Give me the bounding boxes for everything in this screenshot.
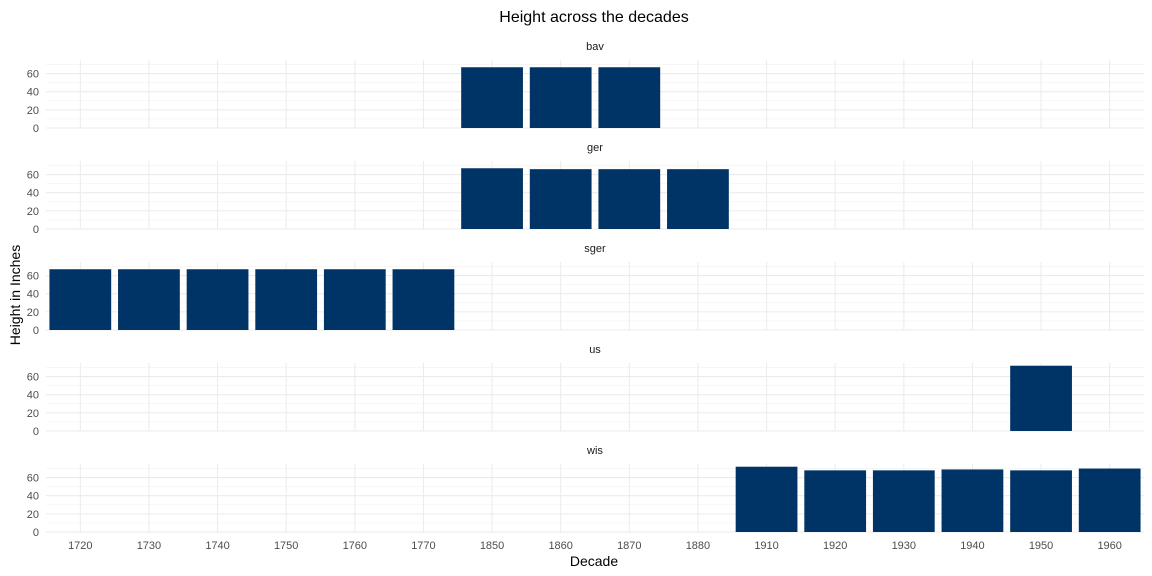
y-tick-label: 20 [27, 408, 39, 420]
x-tick-label: 1850 [480, 540, 504, 552]
facet-panel-us: 0 20 40 60 us [27, 344, 1144, 438]
y-tick-label: 40 [27, 188, 39, 200]
bar-wis-1910 [735, 466, 798, 532]
bar-wis-1950 [1010, 470, 1072, 532]
x-tick-label: 1870 [617, 540, 641, 552]
y-tick-label: 40 [27, 491, 39, 503]
y-tick-label: 20 [27, 105, 39, 117]
facet-panel-wis: 0 20 40 60 wis [27, 445, 1144, 539]
x-tick-label: 1720 [68, 540, 92, 552]
bar-wis-1940 [941, 469, 1004, 532]
bar-sger-1770 [392, 269, 455, 330]
x-tick-label: 1760 [343, 540, 367, 552]
y-tick-label: 60 [27, 372, 39, 384]
facet-panel-sger: 0 20 40 60 sger [27, 243, 1144, 337]
facet-label: ger [587, 142, 603, 154]
bar-ger-1850 [461, 168, 523, 229]
facet-label: sger [584, 243, 606, 255]
bar-sger-1750 [255, 269, 318, 330]
x-tick-label: 1750 [274, 540, 298, 552]
x-tick-label: 1730 [137, 540, 161, 552]
y-tick-label: 0 [33, 224, 39, 236]
y-tick-label: 60 [27, 473, 39, 485]
x-tick-label: 1880 [686, 540, 710, 552]
facet-panel-bav: 0 20 40 60 bav [27, 41, 1144, 135]
facet-label: wis [586, 445, 603, 457]
x-axis: 1720 1730 1740 1750 1760 1770 1850 1860 1870 1880… [68, 540, 1122, 552]
x-tick-label: 1940 [960, 540, 984, 552]
bar-sger-1730 [118, 269, 180, 330]
bar-wis-1930 [872, 470, 935, 532]
bar-bav-1860 [529, 67, 592, 128]
bar-bav-1870 [598, 67, 661, 128]
facet-panel-ger: 0 20 40 60 ger [27, 142, 1144, 236]
y-tick-label: 40 [27, 289, 39, 301]
x-tick-label: 1770 [411, 540, 435, 552]
x-tick-label: 1950 [1029, 540, 1053, 552]
y-axis-title: Height in Inches [7, 245, 23, 345]
bar-bav-1850 [461, 67, 523, 128]
y-tick-label: 20 [27, 307, 39, 319]
bar-ger-1860 [529, 169, 592, 229]
y-tick-label: 0 [33, 325, 39, 337]
y-tick-label: 40 [27, 390, 39, 402]
x-tick-label: 1920 [823, 540, 847, 552]
bar-sger-1720 [49, 269, 112, 330]
x-tick-label: 1960 [1097, 540, 1121, 552]
bar-ger-1880 [667, 169, 729, 229]
y-tick-label: 0 [33, 426, 39, 438]
bar-wis-1920 [804, 470, 867, 532]
y-tick-label: 20 [27, 509, 39, 521]
facet-label: bav [586, 41, 604, 53]
chart-title: Height across the decades [499, 9, 688, 26]
bar-wis-1960 [1078, 468, 1141, 532]
y-tick-label: 0 [33, 527, 39, 539]
x-tick-label: 1740 [205, 540, 229, 552]
y-tick-label: 20 [27, 206, 39, 218]
bar-ger-1870 [598, 169, 661, 229]
x-tick-label: 1910 [754, 540, 778, 552]
y-tick-label: 60 [27, 170, 39, 182]
bar-sger-1740 [186, 269, 249, 330]
bar-us-1950 [1010, 365, 1072, 431]
facet-panels: 0 20 40 60 bav 0 20 40 60 ger 0 20 40 60 sger 0 20 40 60 us… [27, 41, 1144, 539]
x-tick-label: 1930 [892, 540, 916, 552]
x-axis-title: Decade [570, 553, 618, 569]
facet-label: us [589, 344, 601, 356]
bar-sger-1760 [323, 269, 386, 330]
y-tick-label: 40 [27, 87, 39, 99]
y-tick-label: 0 [33, 123, 39, 135]
y-tick-label: 60 [27, 69, 39, 81]
x-tick-label: 1860 [548, 540, 572, 552]
y-tick-label: 60 [27, 271, 39, 283]
